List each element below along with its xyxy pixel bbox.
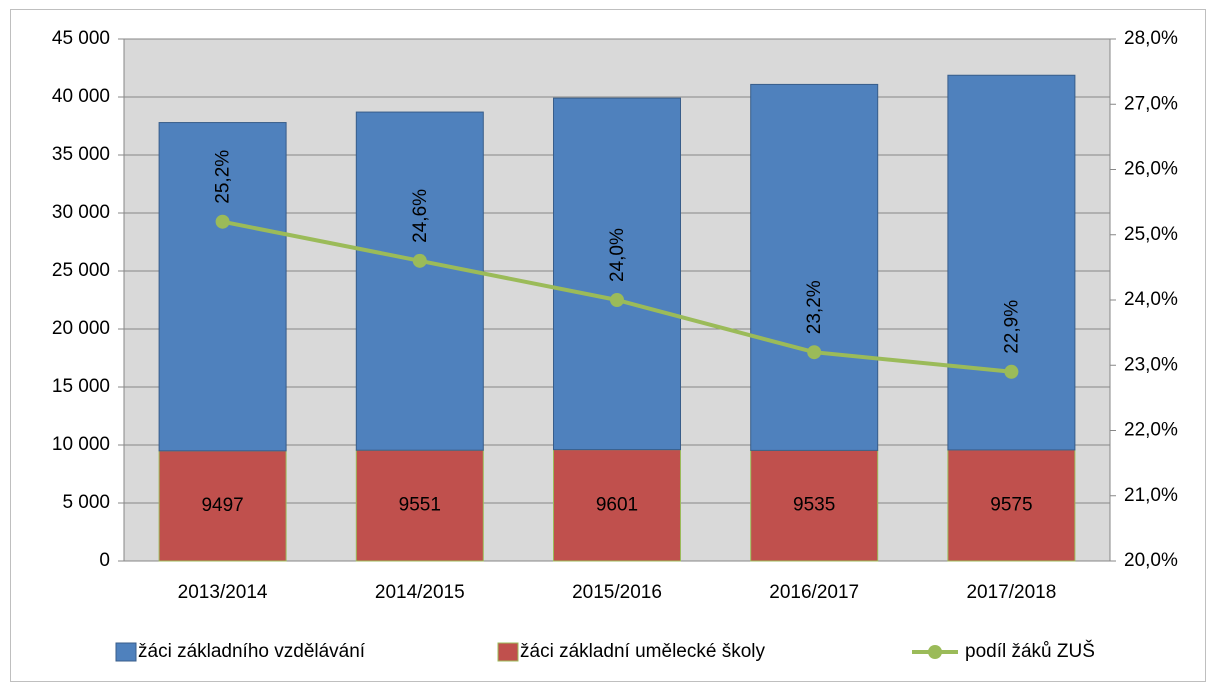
y2-tick-label: 28,0%	[1124, 28, 1178, 49]
y2-tick-label: 25,0%	[1124, 224, 1178, 245]
data-label: 9535	[793, 495, 835, 516]
legend-marker	[928, 645, 942, 659]
bar	[947, 74, 1076, 451]
bar	[553, 97, 681, 451]
bar	[750, 83, 879, 451]
x-tick-label: 2013/2014	[178, 582, 268, 603]
data-label: 24,6%	[410, 189, 431, 243]
y2-tick-label: 23,0%	[1124, 354, 1178, 375]
y-tick-label: 20 000	[52, 318, 110, 339]
bar	[553, 449, 681, 562]
x-tick-label: 2015/2016	[572, 582, 662, 603]
bar	[355, 449, 484, 562]
y2-tick-label: 27,0%	[1124, 93, 1178, 114]
x-tick-label: 2014/2015	[375, 582, 465, 603]
legend-label: podíl žáků ZUŠ	[965, 640, 1095, 662]
y2-tick-label: 26,0%	[1124, 159, 1178, 180]
bar	[750, 449, 879, 562]
data-label: 9497	[201, 495, 243, 516]
legend-label: žáci základní umělecké školy	[520, 641, 765, 662]
y-tick-label: 0	[99, 550, 110, 571]
y2-tick-label: 21,0%	[1124, 485, 1178, 506]
line-marker	[215, 214, 230, 229]
data-label: 9551	[399, 495, 441, 516]
y-tick-label: 35 000	[52, 144, 110, 165]
y2-tick-label: 24,0%	[1124, 289, 1178, 310]
data-label: 22,9%	[1001, 300, 1022, 354]
y-tick-label: 45 000	[52, 28, 110, 49]
data-label: 25,2%	[213, 150, 234, 204]
legend-swatch	[497, 642, 519, 662]
line-marker	[412, 253, 427, 268]
x-tick-label: 2017/2018	[966, 582, 1056, 603]
data-label: 23,2%	[804, 280, 825, 334]
bar	[355, 111, 484, 451]
y2-tick-label: 22,0%	[1124, 420, 1178, 441]
y-tick-label: 25 000	[52, 260, 110, 281]
line-marker	[807, 345, 822, 360]
y-tick-label: 10 000	[52, 434, 110, 455]
line-marker	[610, 293, 624, 307]
bar	[947, 449, 1076, 562]
y2-tick-label: 20,0%	[1124, 550, 1178, 571]
bar	[158, 450, 287, 562]
y-tick-label: 30 000	[52, 202, 110, 223]
y-tick-label: 15 000	[52, 376, 110, 397]
line-marker	[1004, 364, 1019, 379]
legend-swatch	[115, 642, 137, 662]
data-label: 9575	[990, 494, 1032, 515]
x-tick-label: 2016/2017	[769, 582, 859, 603]
legend-label: žáci základního vzdělávání	[138, 641, 366, 662]
y-tick-label: 5 000	[62, 492, 110, 513]
y-tick-label: 40 000	[52, 86, 110, 107]
data-label: 9601	[596, 494, 638, 515]
bar	[158, 122, 287, 452]
data-label: 24,0%	[607, 228, 628, 282]
